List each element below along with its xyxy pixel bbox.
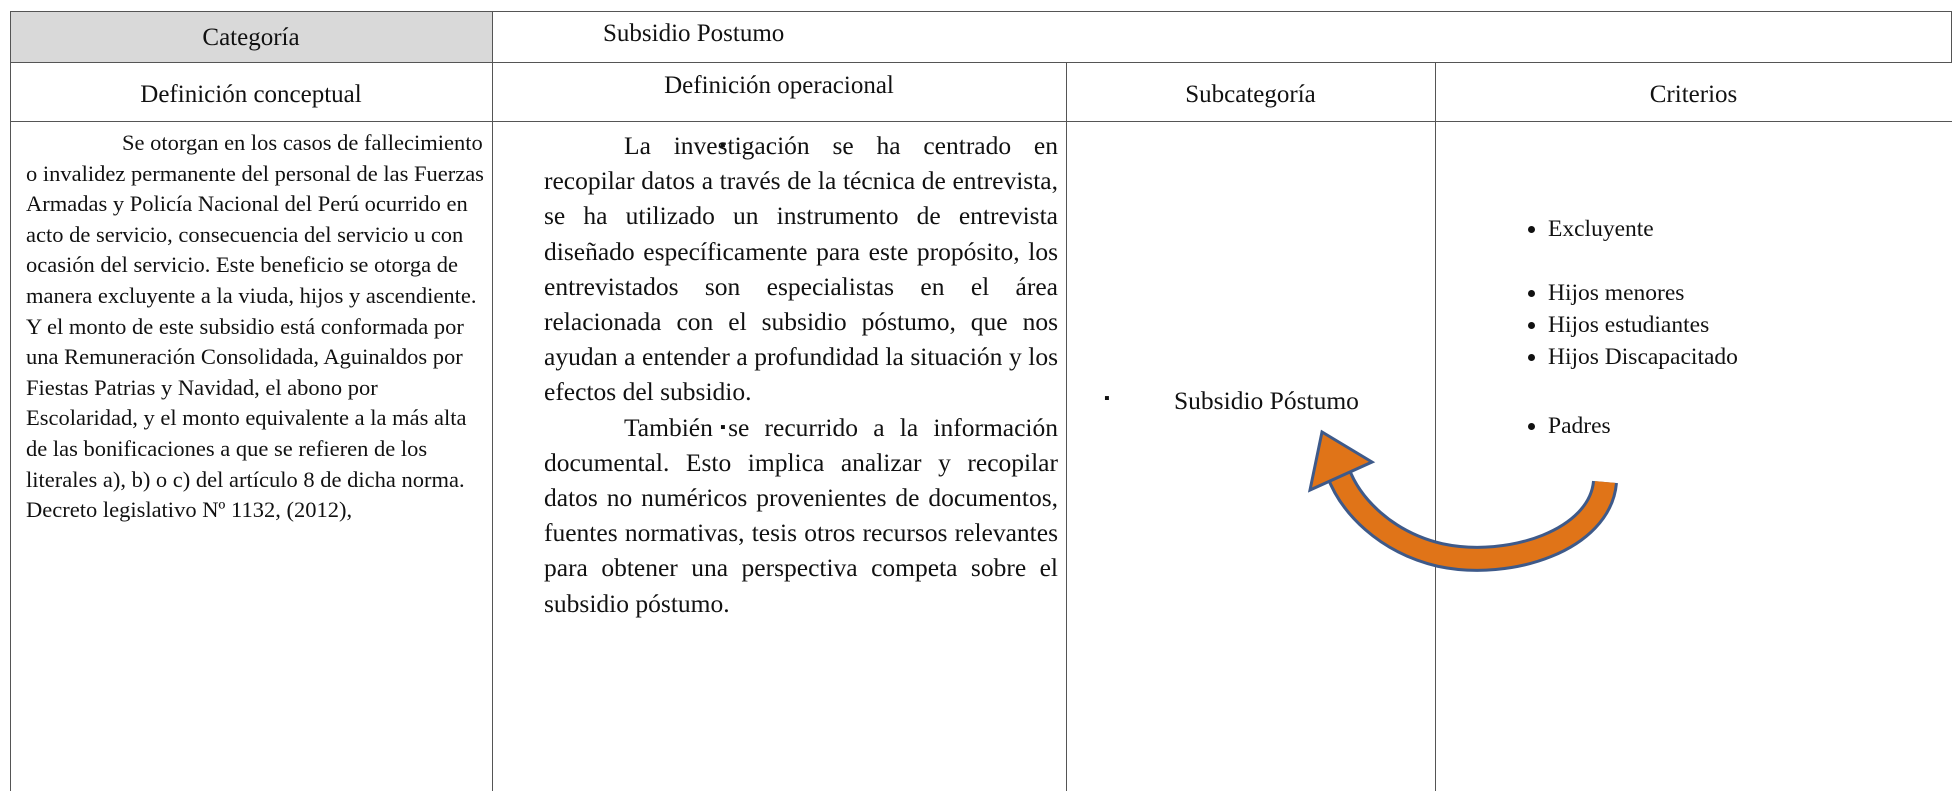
operational-paragraph: ▪ También se recurrido a la información d…: [544, 410, 1058, 621]
header-cell: [1435, 62, 1952, 121]
arrow-body: [1328, 468, 1615, 569]
category-label-cell: [10, 11, 492, 62]
column-header: Definición conceptual: [140, 81, 362, 108]
header-cell: [10, 62, 492, 121]
criterion: Hijos menores: [1548, 280, 1685, 306]
operational-definition: ▪ La investigación se ha centrado en reco…: [544, 128, 1058, 621]
operational-paragraph: ▪ La investigación se ha centrado en reco…: [544, 128, 1058, 410]
paragraph-text: La investigación se ha centrado en recop…: [544, 131, 1058, 407]
bullet: ▪: [720, 137, 726, 154]
category-value: Subsidio Postumo: [603, 20, 785, 47]
criterion: Hijos estudiantes: [1548, 312, 1710, 338]
header-cell: [1066, 62, 1435, 121]
body-cell: [10, 121, 492, 791]
column-header: Definición operacional: [664, 72, 894, 99]
arrow-head: [1307, 429, 1376, 493]
criterion: Excluyente: [1548, 216, 1654, 242]
curved-arrow: [1307, 429, 1618, 572]
bullet: ▪: [1104, 390, 1110, 407]
category-label: Categoría: [202, 24, 300, 51]
column-header: Subcategoría: [1185, 81, 1316, 108]
body-cell: [492, 121, 1066, 791]
header-cell: [492, 62, 1066, 121]
conceptual-definition: Se otorgan en los casos de fallecimiento…: [26, 130, 484, 523]
bullet: ▪: [720, 418, 726, 436]
paragraph-text: También se recurrido a la información do…: [544, 412, 1058, 618]
criterion: Hijos Discapacitado: [1548, 344, 1738, 370]
column-header: Criterios: [1649, 81, 1738, 108]
subcategory: Subsidio Póstumo: [1174, 386, 1359, 415]
body-cell: [1435, 121, 1952, 791]
criterion: Padres: [1548, 413, 1611, 439]
body-cell: [1066, 121, 1435, 791]
